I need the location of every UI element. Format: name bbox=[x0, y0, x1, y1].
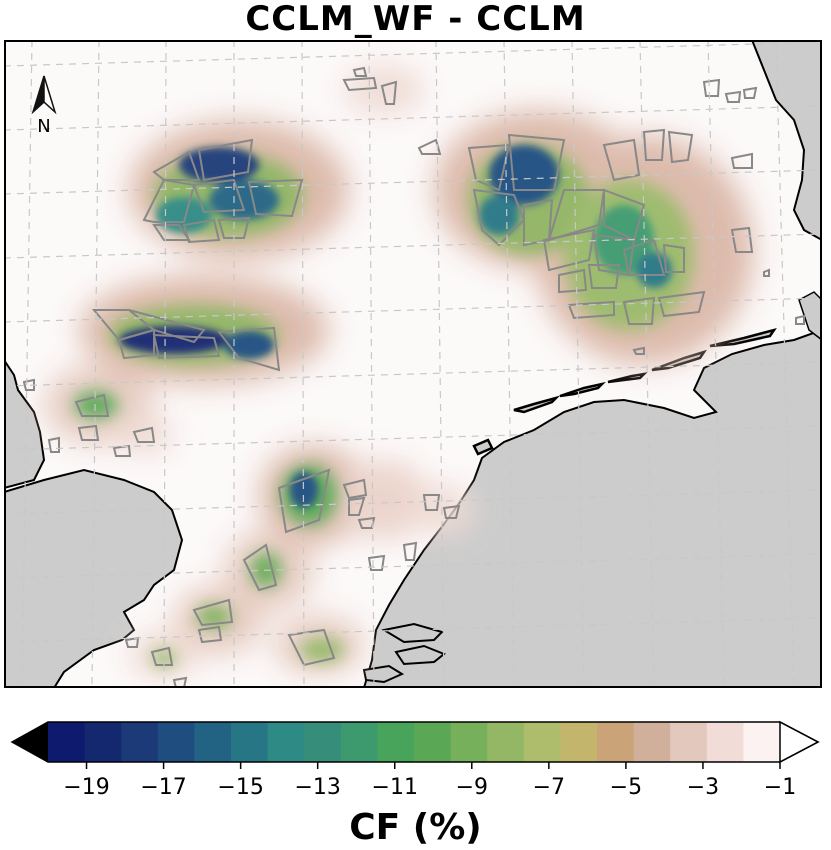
colorbar-cell bbox=[267, 722, 305, 762]
colorbar-ticks: −19 −17 −15 −13 −11 −9 −7 −5 −3 −1 bbox=[63, 762, 796, 800]
colorbar-tick-label: −3 bbox=[687, 775, 719, 800]
graticule bbox=[4, 40, 822, 688]
colorbar-tick-label: −7 bbox=[533, 775, 565, 800]
land-island-ne bbox=[798, 291, 822, 341]
colorbar-tick-label: −19 bbox=[63, 775, 109, 800]
colorbar-cell bbox=[121, 722, 159, 762]
colorbar: −19 −17 −15 −13 −11 −9 −7 −5 −3 −1 bbox=[10, 720, 820, 800]
colorbar-tick-label: −9 bbox=[456, 775, 488, 800]
colorbar-cell bbox=[377, 722, 415, 762]
colorbar-cell bbox=[487, 722, 525, 762]
colorbar-cells bbox=[10, 720, 820, 764]
colorbar-outline bbox=[10, 721, 820, 763]
colorbar-tick-label: −13 bbox=[294, 775, 340, 800]
colorbar-tick-label: −15 bbox=[217, 775, 263, 800]
wadden-islands bbox=[472, 327, 777, 456]
colorbar-cell bbox=[670, 722, 708, 762]
colorbar-cell bbox=[194, 722, 232, 762]
colorbar-cell bbox=[84, 722, 122, 762]
colorbar-cell bbox=[157, 722, 195, 762]
land-denmark bbox=[750, 40, 822, 242]
land-continent bbox=[362, 328, 822, 688]
colorbar-cell bbox=[523, 722, 561, 762]
map-title: CCLM_WF - CCLM bbox=[245, 0, 586, 39]
colorbar-cell bbox=[560, 722, 598, 762]
colorbar-cell bbox=[743, 722, 781, 762]
colorbar-tick-label: −11 bbox=[372, 775, 418, 800]
colorbar-label: CF (%) bbox=[349, 807, 482, 848]
colorbar-tick-label: −1 bbox=[764, 775, 796, 800]
colorbar-cell bbox=[304, 722, 342, 762]
map-panel: N bbox=[4, 40, 822, 688]
north-arrow: N bbox=[31, 75, 57, 137]
colorbar-cell bbox=[633, 722, 671, 762]
colorbar-cell bbox=[48, 722, 86, 762]
colorbar-cell bbox=[414, 722, 452, 762]
land-uk-north bbox=[4, 358, 46, 490]
wind-farm-outlines bbox=[22, 66, 805, 688]
colorbar-tick-label: −5 bbox=[610, 775, 642, 800]
colorbar-tick-label: −17 bbox=[140, 775, 186, 800]
colorbar-extend-over bbox=[779, 720, 820, 764]
colorbar-cell bbox=[340, 722, 378, 762]
colorbar-extend-under bbox=[12, 722, 48, 762]
colorbar-cell bbox=[231, 722, 269, 762]
north-arrow-label: N bbox=[37, 116, 50, 137]
colorbar-cell bbox=[706, 722, 744, 762]
colorbar-cell bbox=[450, 722, 488, 762]
colorbar-cell bbox=[597, 722, 635, 762]
